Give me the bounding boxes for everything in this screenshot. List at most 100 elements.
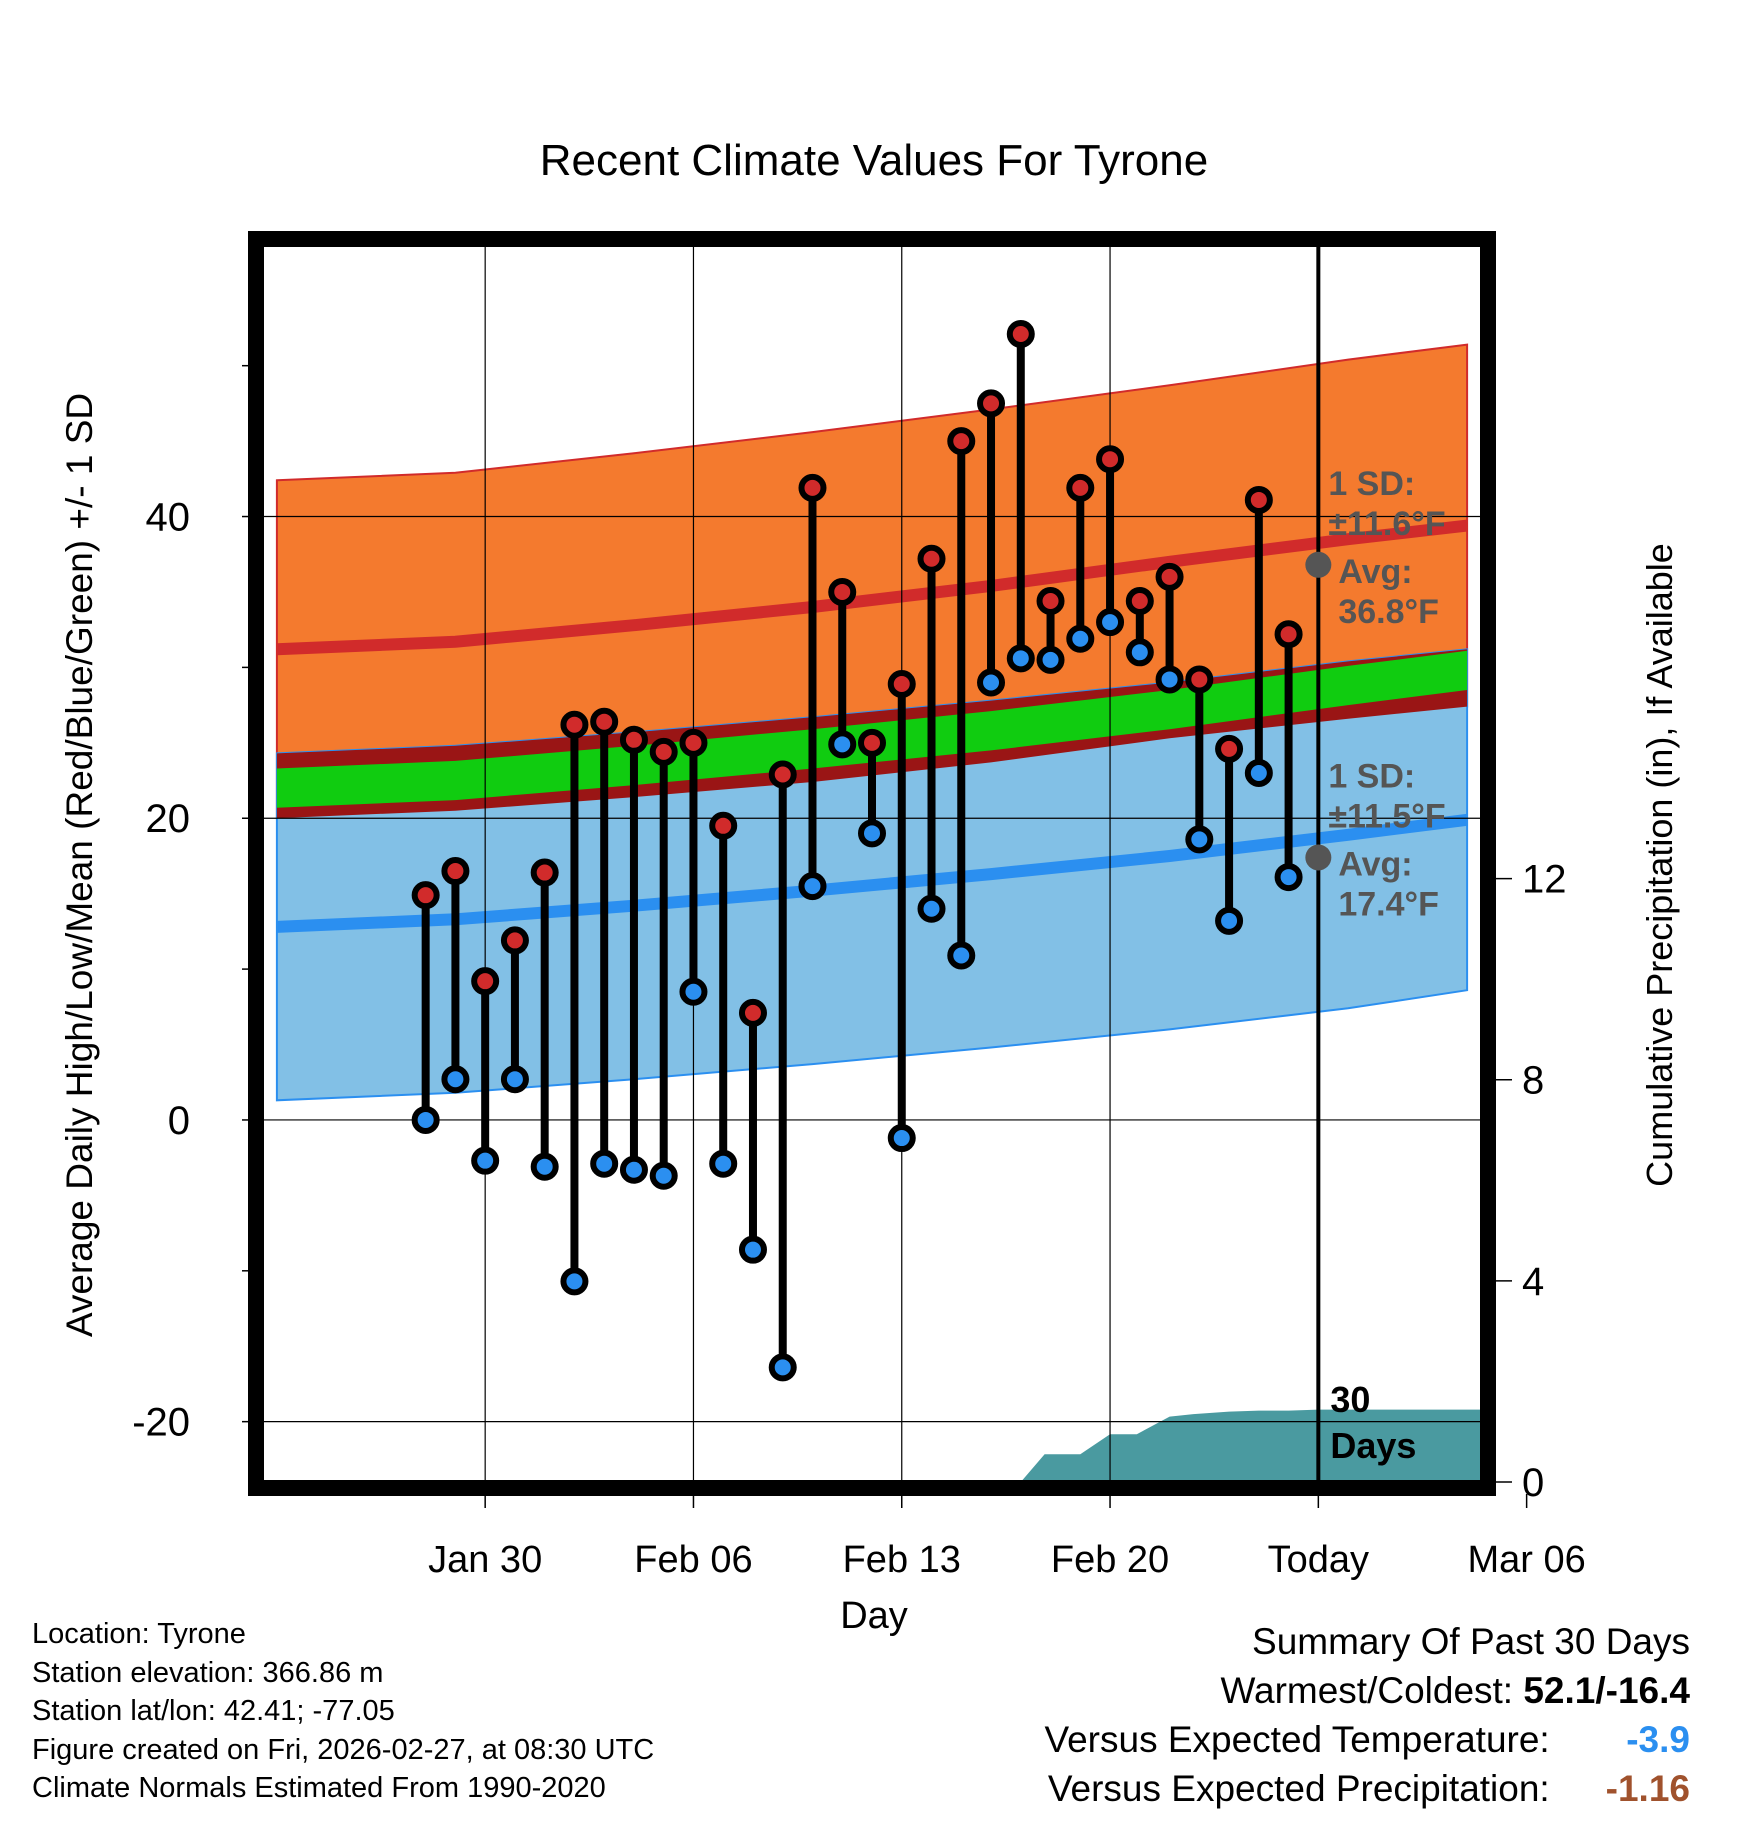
daily-high-point [411,881,440,910]
x-axis-label: Day [840,1595,908,1637]
y-tick-label: -20 [132,1401,190,1445]
daily-low-point [500,1065,529,1094]
y-tick-label: 20 [146,797,191,841]
summary-panel: Summary Of Past 30 Days Warmest/Coldest:… [1044,1617,1690,1813]
daily-low-point [1274,863,1303,892]
daily-high-point [471,967,500,996]
plot-frame [248,231,1496,1496]
daily-high-point [828,577,857,606]
today-label-days-word: Days [1330,1425,1416,1466]
summary-title: Summary Of Past 30 Days [1252,1621,1690,1662]
daily-high-point [858,728,886,757]
y-axis-label: Average Daily High/Low/Mean (Red/Blue/Gr… [59,393,100,1337]
daily-low-point [471,1146,500,1175]
y2-axis-label: Cumulative Precipitation (in), If Availa… [1639,543,1680,1187]
precipitation-area [961,1409,1482,1482]
daily-high-point [917,544,946,573]
daily-high-point [500,926,529,955]
daily-high-point [1036,587,1065,616]
daily-low-point [411,1105,440,1134]
normals-text: Climate Normals Estimated From 1990-2020 [32,1772,606,1805]
daily-low-point [560,1267,589,1296]
high-sd-value: ±11.6°F [1328,505,1445,543]
daily-high-point [441,857,470,886]
daily-high-point [530,858,559,887]
daily-low-point [1066,624,1095,653]
y-tick-label: 40 [146,496,191,540]
x-tick-label: Feb 20 [1051,1539,1169,1581]
daily-low-point [1155,665,1184,694]
warm-cold-row: Warmest/Coldest: 52.1/-16.4 [1044,1666,1690,1715]
daily-low-point [709,1149,738,1178]
y2-tick-label: 12 [1522,858,1567,902]
daily-low-point [858,819,886,848]
low-avg-value: 17.4°F [1338,885,1439,923]
daily-low-point [738,1235,767,1264]
temp-value: -3.9 [1626,1719,1690,1760]
x-tick-label: Feb 06 [634,1539,752,1581]
daily-high-point [560,710,589,739]
warm-cold-value: 52.1/-16.4 [1523,1670,1690,1711]
latlon-text: Station lat/lon: 42.41; -77.05 [32,1695,395,1728]
daily-low-point [798,872,827,901]
daily-low-point [530,1152,559,1181]
high-avg-label: Avg: [1338,553,1412,591]
daily-low-point [619,1155,648,1184]
plot-area [262,245,1482,1482]
elevation-text: Station elevation: 366.86 m [32,1656,384,1689]
y2-tick-label: 8 [1522,1059,1544,1103]
daily-low-point [887,1124,916,1153]
daily-high-point [1274,620,1303,649]
created-text: Figure created on Fri, 2026-02-27, at 08… [32,1733,655,1766]
daily-low-point [1006,644,1035,673]
daily-low-point [441,1065,470,1094]
daily-high-point [738,998,767,1027]
daily-low-point [768,1353,797,1382]
daily-low-point [947,941,976,970]
daily-high-point [709,811,738,840]
daily-low-point [977,668,1006,697]
daily-low-point [1244,758,1273,787]
precip-value: -1.16 [1605,1768,1690,1809]
daily-low-point [828,730,857,759]
daily-high-point [768,760,797,789]
low-sd-label: 1 SD: [1328,757,1415,795]
daily-high-point [590,707,619,736]
x-tick-label: Today [1268,1539,1369,1581]
warm-cold-label: Warmest/Coldest: [1220,1670,1514,1711]
low-sd-value: ±11.5°F [1328,797,1445,835]
daily-high-point [1125,587,1154,616]
daily-high-point [1244,485,1273,514]
daily-high-point [1155,562,1184,591]
daily-low-point [679,977,708,1006]
low-avg-label: Avg: [1338,845,1412,883]
daily-high-point [977,389,1006,418]
daily-high-point [798,473,827,502]
temp-row: Versus Expected Temperature: -3.9 [1044,1715,1690,1764]
daily-high-point [679,728,708,757]
daily-high-point [887,669,916,698]
high-sd-label: 1 SD: [1328,465,1415,503]
daily-high-point [1215,734,1244,763]
high-avg-marker [1305,551,1332,578]
location-text: Location: Tyrone [32,1618,246,1650]
daily-low-point [1215,906,1244,935]
x-tick-label: Jan 30 [428,1539,542,1581]
low-avg-marker [1305,844,1332,871]
daily-low-point [1036,645,1065,674]
precip-row: Versus Expected Precipitation: -1.16 [1044,1764,1690,1813]
daily-high-point [947,427,976,456]
daily-high-point [619,725,648,754]
y2-tick-label: 0 [1522,1461,1544,1505]
daily-high-point [1006,320,1035,349]
daily-low-point [917,894,946,923]
daily-low-point [590,1149,619,1178]
daily-high-point [649,737,678,766]
daily-high-point [1096,445,1125,474]
temp-label: Versus Expected Temperature: [1044,1719,1550,1760]
high-avg-value: 36.8°F [1338,593,1439,631]
y2-tick-label: 4 [1522,1260,1544,1304]
daily-high-point [1185,665,1214,694]
today-label-days-count: 30 [1330,1379,1370,1420]
